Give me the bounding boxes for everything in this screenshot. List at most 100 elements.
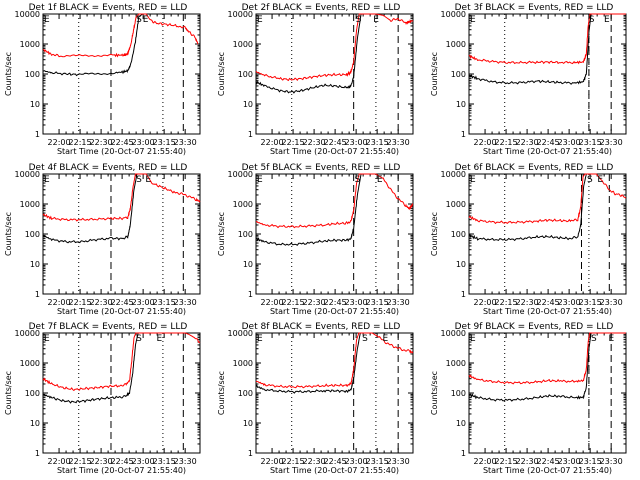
- x-tick-label: 23:30: [174, 298, 197, 307]
- y-tick-label: 10: [243, 100, 253, 109]
- y-tick-label: 1000: [233, 200, 253, 209]
- x-tick-label: 23:15: [366, 457, 389, 466]
- interval-marker-label: E: [597, 175, 603, 185]
- y-tick-label: 1: [248, 130, 253, 139]
- y-tick-label: 10000: [15, 170, 40, 179]
- events-series-line: [42, 332, 200, 404]
- y-tick-label: 1000: [446, 200, 466, 209]
- panel-title: Det 4f BLACK = Events, RED = LLD: [29, 163, 188, 173]
- x-tick-label: 22:30: [303, 138, 326, 147]
- lld-series-line: [255, 332, 414, 389]
- lld-series-line: [42, 173, 201, 222]
- events-series-line: [468, 332, 626, 402]
- x-tick-label: 22:30: [516, 457, 539, 466]
- x-tick-label: 22:45: [111, 457, 134, 466]
- x-axis-label: Start Time (20-Oct-07 21:55:40): [483, 466, 612, 475]
- y-axis-label: Counts/sec: [217, 371, 226, 415]
- y-tick-label: 10: [243, 419, 253, 428]
- interval-marker-label: S: [587, 175, 593, 185]
- y-tick-label: 1000: [20, 40, 40, 49]
- x-axis-label: Start Time (20-Oct-07 21:55:40): [270, 147, 399, 156]
- y-tick-label: 1000: [20, 200, 40, 209]
- x-tick-label: 23:00: [132, 138, 155, 147]
- y-tick-label: 1000: [233, 359, 253, 368]
- interval-marker-label: E: [470, 175, 476, 185]
- interval-marker-label: E: [44, 334, 50, 344]
- x-tick-label: 23:30: [387, 138, 410, 147]
- x-tick-label: 22:00: [474, 457, 497, 466]
- y-tick-label: 1: [461, 290, 466, 299]
- x-tick-label: 22:15: [495, 457, 518, 466]
- lld-series-line: [468, 13, 626, 65]
- y-axis-label: Counts/sec: [430, 371, 439, 415]
- panel-title: Det 8f BLACK = Events, RED = LLD: [242, 322, 401, 332]
- x-tick-label: 23:00: [558, 298, 581, 307]
- x-tick-label: 22:30: [90, 298, 113, 307]
- x-tick-label: 23:15: [579, 138, 602, 147]
- interval-marker-label: E: [44, 15, 50, 25]
- x-axis-label: Start Time (20-Oct-07 21:55:40): [483, 147, 612, 156]
- y-tick-label: 10000: [228, 170, 253, 179]
- y-tick-label: 1: [248, 449, 253, 458]
- lld-series-line: [42, 332, 201, 392]
- x-axis-label: Start Time (20-Oct-07 21:55:40): [270, 307, 399, 316]
- panel-det-7: Det 7f BLACK = Events, RED = LLD 1 10 100 10…: [4, 322, 201, 475]
- lld-series-line: [255, 173, 414, 229]
- x-axis-label: Start Time (20-Oct-07 21:55:40): [57, 466, 186, 475]
- y-tick-label: 10: [456, 100, 466, 109]
- y-axis-label: Counts/sec: [217, 52, 226, 96]
- x-tick-label: 22:45: [537, 138, 560, 147]
- x-axis-label: Start Time (20-Oct-07 21:55:40): [57, 147, 186, 156]
- y-tick-label: 1: [35, 130, 40, 139]
- x-tick-label: 23:30: [174, 457, 197, 466]
- x-tick-label: 22:30: [303, 298, 326, 307]
- lld-series-line: [42, 13, 199, 58]
- plot-frame: [255, 173, 414, 295]
- events-series-line: [255, 13, 413, 94]
- interval-marker-label: E: [608, 334, 614, 344]
- y-tick-label: 100: [25, 230, 40, 239]
- y-tick-label: 1000: [233, 40, 253, 49]
- x-tick-label: 22:45: [111, 298, 134, 307]
- x-tick-label: 22:30: [90, 138, 113, 147]
- x-tick-label: 22:45: [537, 298, 560, 307]
- panel-det-2: Det 2f BLACK = Events, RED = LLD 1 10 100 10…: [217, 3, 414, 156]
- y-tick-label: 100: [238, 389, 253, 398]
- y-tick-label: 10: [243, 260, 253, 269]
- x-tick-label: 22:15: [282, 457, 305, 466]
- panel-det-5: Det 5f BLACK = Events, RED = LLD 1 10 100 10…: [217, 163, 414, 316]
- panel-det-8: Det 8f BLACK = Events, RED = LLD 1 10 100 10…: [217, 322, 414, 475]
- y-axis-label: Counts/sec: [430, 52, 439, 96]
- x-tick-label: 23:00: [558, 138, 581, 147]
- x-tick-label: 22:15: [282, 138, 305, 147]
- panel-det-3: Det 3f BLACK = Events, RED = LLD 1 10 100 10…: [430, 3, 627, 156]
- y-tick-label: 10: [456, 419, 466, 428]
- events-series-line: [255, 332, 413, 394]
- plot-frame: [42, 173, 201, 295]
- y-tick-label: 100: [451, 389, 466, 398]
- interval-marker-label: S: [362, 334, 368, 344]
- x-tick-label: 23:15: [366, 298, 389, 307]
- y-tick-label: 1: [35, 449, 40, 458]
- interval-marker-label: E: [257, 175, 263, 185]
- y-tick-label: 10: [30, 419, 40, 428]
- interval-marker-label: S: [356, 15, 362, 25]
- y-tick-label: 1: [461, 130, 466, 139]
- interval-marker-label: E: [382, 334, 388, 344]
- y-tick-label: 100: [451, 70, 466, 79]
- y-tick-label: 100: [25, 389, 40, 398]
- panel-title: Det 3f BLACK = Events, RED = LLD: [455, 3, 614, 13]
- panel-title: Det 2f BLACK = Events, RED = LLD: [242, 3, 401, 13]
- x-tick-label: 22:00: [261, 457, 284, 466]
- x-tick-label: 23:15: [153, 457, 176, 466]
- x-tick-label: 23:30: [174, 138, 197, 147]
- x-axis-label: Start Time (20-Oct-07 21:55:40): [57, 307, 186, 316]
- panel-det-6: Det 6f BLACK = Events, RED = LLD 1 10 100 10…: [430, 163, 627, 316]
- x-tick-label: 23:00: [345, 298, 368, 307]
- lld-series-line: [468, 332, 626, 385]
- events-series-line: [255, 173, 413, 246]
- y-tick-label: 100: [238, 70, 253, 79]
- x-tick-label: 22:30: [90, 457, 113, 466]
- interval-marker-label: E: [156, 334, 162, 344]
